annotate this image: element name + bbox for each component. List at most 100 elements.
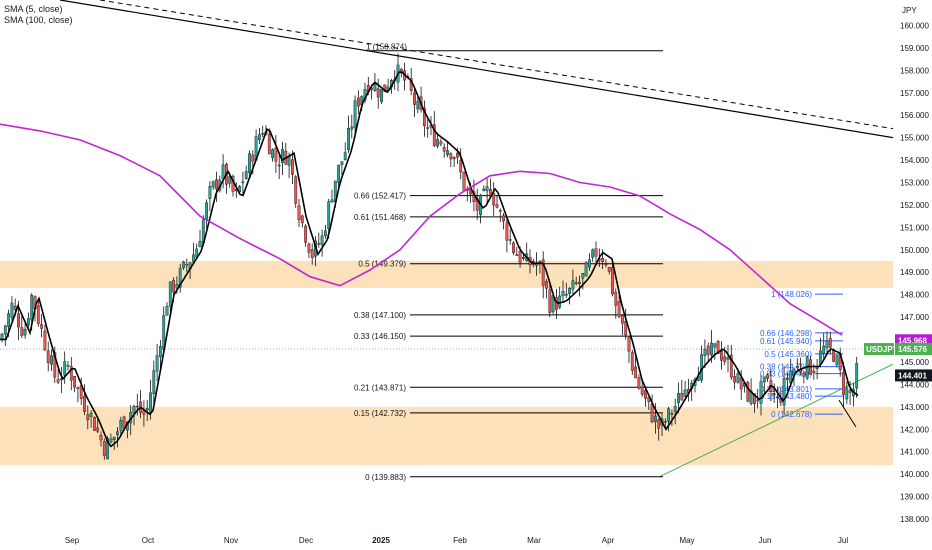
y-tick-label: 149.000 [900, 268, 929, 277]
candle-up [175, 284, 179, 289]
candle-up [106, 438, 110, 460]
candle-down [604, 263, 608, 266]
candle-down [541, 259, 545, 286]
symbol-tag-bg [864, 343, 894, 356]
candle-up [776, 396, 779, 399]
candle-up [654, 415, 657, 423]
fib-label: 0.38 (147.100) [354, 311, 406, 320]
candle-down [307, 243, 311, 253]
candle-up [119, 420, 123, 431]
candle-down [670, 412, 674, 415]
x-tick-label: Dec [299, 536, 313, 545]
candle-down [251, 154, 255, 162]
candle-up [683, 389, 687, 397]
candle-up [795, 366, 799, 369]
candle-down [83, 395, 86, 412]
candle-up [112, 436, 116, 440]
long-trendline [59, 0, 894, 139]
candle-down [274, 147, 278, 162]
candle-down [786, 377, 789, 380]
candle-down [634, 366, 638, 379]
candle-down [310, 249, 314, 258]
fib-label: 0.21 (143.871) [354, 383, 406, 392]
candle-down [215, 179, 218, 190]
candle-up [673, 406, 677, 412]
candle-down [601, 258, 605, 262]
candle-up [571, 280, 575, 290]
candle-down [828, 338, 832, 348]
candle-down [304, 225, 307, 243]
candle-down [644, 390, 647, 399]
candle-down [617, 300, 621, 317]
candle-down [46, 350, 50, 364]
x-tick-label: Feb [453, 536, 467, 545]
small-fib-label: 0.33 (144.480) [760, 370, 812, 379]
candle-up [373, 84, 377, 91]
fib-label: 1 (158.874) [366, 43, 407, 52]
candle-up [327, 201, 331, 230]
candle-up [835, 355, 839, 365]
x-tick-label: May [679, 536, 694, 545]
last-price-tag-bg [895, 343, 932, 356]
candle-up [330, 199, 334, 203]
candle-up [135, 405, 139, 408]
candle-down [766, 374, 770, 379]
candle-down [739, 377, 743, 390]
candle-up [145, 408, 149, 411]
candle-up [152, 370, 156, 394]
price-tag-bg [895, 369, 932, 382]
candle-down [86, 414, 90, 421]
candle-up [324, 230, 327, 237]
candle-up [350, 126, 354, 130]
candle-up [436, 139, 439, 147]
candle-up [241, 181, 245, 184]
candle-up [244, 171, 248, 179]
candle-down [20, 327, 24, 336]
candle-down [432, 124, 436, 146]
x-tick-label: Nov [224, 536, 238, 545]
candle-up [205, 202, 208, 221]
y-tick-label: 160.000 [900, 21, 929, 30]
y-tick-label: 153.000 [900, 179, 929, 188]
candle-up [116, 431, 119, 436]
candle-down [594, 248, 598, 257]
candle-down [624, 320, 628, 336]
small-fib-label: 0.66 (146.298) [760, 329, 812, 338]
candle-down [720, 351, 723, 361]
candle-up [713, 343, 717, 348]
x-tick-label: Jul [838, 536, 848, 545]
candle-down [716, 341, 720, 354]
y-tick-label: 140.000 [900, 470, 929, 479]
candle-up [158, 346, 162, 358]
candle-up [822, 345, 826, 354]
candle-up [561, 291, 565, 297]
candle-up [3, 325, 7, 335]
candle-up [168, 281, 172, 307]
candle-up [564, 293, 568, 296]
candle-up [736, 373, 740, 383]
short-down-line [838, 399, 857, 428]
candle-up [584, 262, 588, 277]
candle-down [297, 205, 301, 221]
candle-down [267, 134, 271, 155]
candle-up [30, 294, 34, 321]
candle-down [76, 387, 80, 389]
candle-down [439, 141, 443, 145]
fib-label: 0 (139.883) [365, 473, 406, 482]
candle-up [178, 268, 182, 288]
y-tick-label: 155.000 [900, 134, 929, 143]
candle-down [92, 417, 96, 431]
small-fib-label: 0 (142.678) [771, 410, 812, 419]
candle-up [756, 399, 760, 402]
legend-sma5[interactable]: SMA (5, close) [4, 4, 63, 14]
candle-down [706, 345, 710, 355]
candle-up [845, 387, 849, 400]
candle-up [855, 363, 859, 389]
candle-down [650, 403, 654, 423]
dashed-trendline [99, 0, 894, 130]
candle-up [66, 365, 70, 367]
legend-sma100[interactable]: SMA (100, close) [4, 15, 73, 25]
candle-down [36, 305, 40, 324]
